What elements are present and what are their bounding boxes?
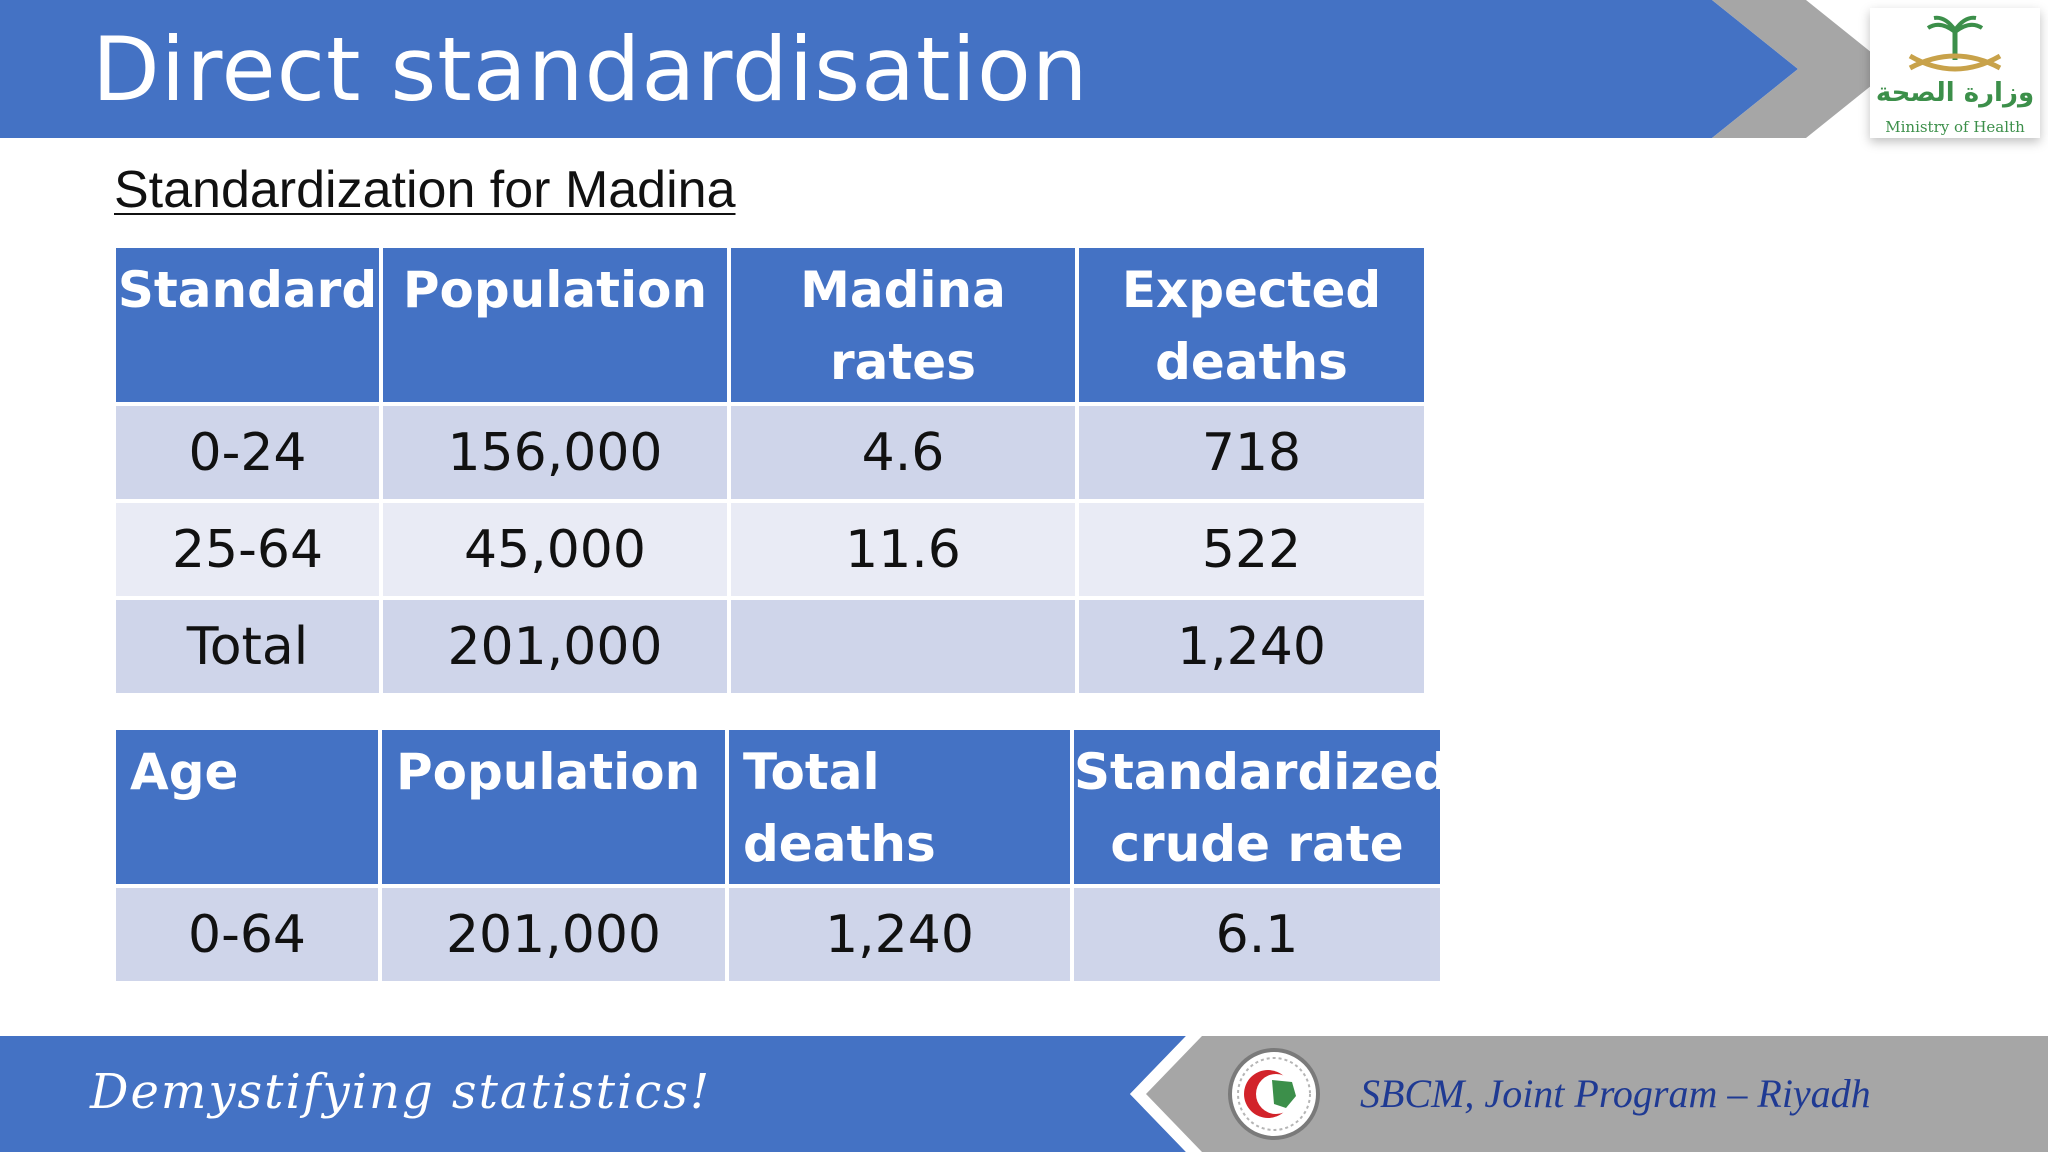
header-text: deaths <box>1155 333 1348 391</box>
cell-population: 201,000 <box>379 596 731 697</box>
cell-rate: 4.6 <box>727 402 1079 503</box>
cell-standardized-rate: 6.1 <box>1070 884 1444 985</box>
palm-swords-emblem-icon <box>1908 15 2002 72</box>
footer-banner <box>0 1036 2048 1152</box>
header-text: Standardized <box>1074 743 1450 801</box>
header-expected-deaths: Expected deaths <box>1075 244 1428 406</box>
cell-expected-deaths: 522 <box>1075 499 1428 600</box>
header-banner-shape <box>0 0 1892 138</box>
table-header-row: Standard Population Madina rates Expected… <box>112 244 1428 406</box>
table-header-row: Age Population Total deaths Standardized… <box>112 726 1449 888</box>
cell-population: 45,000 <box>379 499 731 600</box>
cell-total-deaths: 1,240 <box>725 884 1074 985</box>
header-age: Age <box>112 726 382 888</box>
table-row-total: Total 201,000 1,240 <box>112 596 1428 697</box>
header-text: Standard <box>117 261 378 319</box>
header-standardized-crude-rate: Standardized crude rate <box>1070 726 1449 888</box>
header-text: Total deaths <box>743 743 936 873</box>
table-row: 0-24 156,000 4.6 718 <box>112 402 1428 503</box>
header-standard: Standard <box>112 244 383 406</box>
header-text: rates <box>830 333 976 391</box>
standardization-table: Standard Population Madina rates Expected… <box>112 244 1428 697</box>
cell-age-group: 0-64 <box>112 884 382 985</box>
cell-age-group: 0-24 <box>112 402 383 503</box>
cell-age-group: 25-64 <box>112 499 383 600</box>
footer-organization: SBCM, Joint Program – Riyadh <box>1360 1071 1871 1116</box>
header-text: crude rate <box>1110 815 1404 873</box>
ministry-name-english: Ministry of Health <box>1885 118 2025 136</box>
header-text: Expected <box>1121 261 1382 319</box>
ministry-logo: وزارة الصحة Ministry of Health <box>1870 8 2040 138</box>
crescent-map-seal-icon <box>1228 1048 1320 1140</box>
cell-expected-deaths: 1,240 <box>1075 596 1428 697</box>
header-madina-rates: Madina rates <box>727 244 1079 406</box>
slide-title: Direct standardisation <box>92 18 1089 121</box>
header-text: Population <box>396 743 701 801</box>
cell-age-group: Total <box>112 596 383 697</box>
cell-rate: 11.6 <box>727 499 1079 600</box>
cell-rate <box>727 596 1079 697</box>
standardized-rate-table: Age Population Total deaths Standardized… <box>112 726 1449 985</box>
header-banner: Direct standardisation <box>0 0 2048 138</box>
header-population: Population <box>378 726 729 888</box>
header-total-deaths: Total deaths <box>725 726 1074 888</box>
cell-population: 201,000 <box>378 884 729 985</box>
table-row: 25-64 45,000 11.6 522 <box>112 499 1428 600</box>
cell-population: 156,000 <box>379 402 731 503</box>
table-row: 0-64 201,000 1,240 6.1 <box>112 884 1444 985</box>
header-text: Population <box>402 261 708 319</box>
header-population: Population <box>379 244 731 406</box>
header-text: Age <box>130 743 239 801</box>
header-text: Madina <box>800 261 1006 319</box>
footer-tagline: Demystifying statistics! <box>90 1064 712 1120</box>
footer-banner-shape <box>0 1036 2048 1152</box>
cell-expected-deaths: 718 <box>1075 402 1428 503</box>
section-subtitle: Standardization for Madina <box>114 161 736 219</box>
ministry-name-arabic: وزارة الصحة <box>1875 78 2035 108</box>
